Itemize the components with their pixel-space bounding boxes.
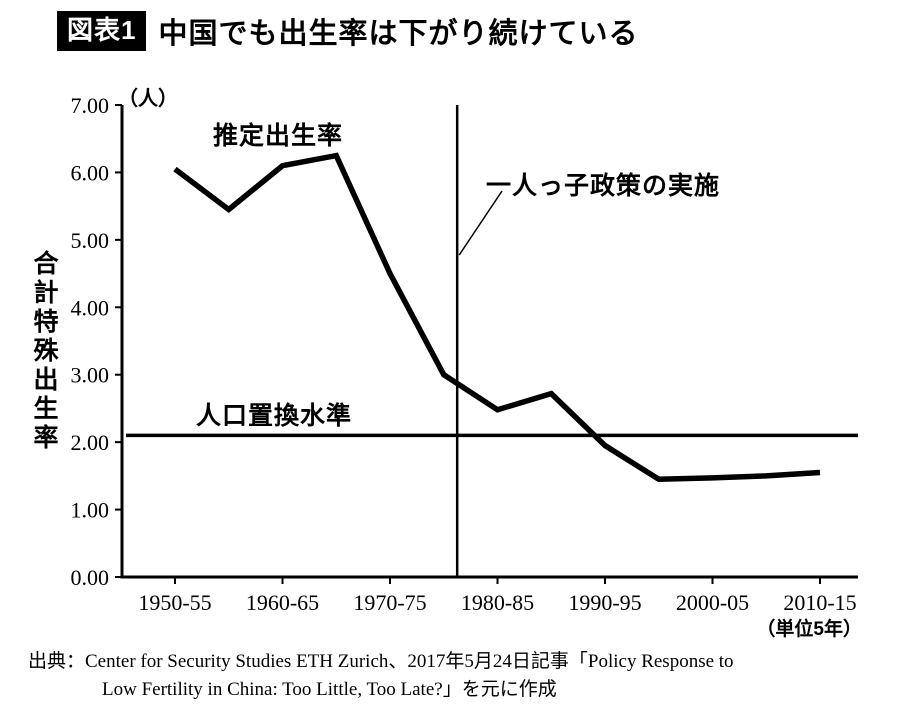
y-tick-label: 5.00	[71, 228, 110, 253]
series-label: 推定出生率	[213, 122, 344, 150]
fertility-rate-series-line	[173, 152, 821, 482]
policy-annotation-pointer-line	[458, 190, 503, 256]
source-line-1: 出典：Center for Security Studies ETH Zuric…	[28, 651, 734, 672]
figure-header: 図表1 中国でも出生率は下がり続けている	[57, 10, 638, 52]
y-axis-title: 合計特殊出生率	[30, 250, 58, 453]
figure-title: 中国でも出生率は下がり続けている	[158, 18, 639, 50]
x-tick-label: 1960-65	[246, 590, 319, 615]
x-tick-label: 1970-75	[353, 590, 426, 615]
y-axis-unit-label: （人）	[118, 88, 178, 110]
x-tick-label: 1950-55	[138, 590, 211, 615]
source-citation: 出典：Center for Security Studies ETH Zuric…	[28, 648, 734, 703]
y-tick-label: 6.00	[71, 160, 110, 185]
fertility-line-chart: 0.00 1.00 2.00 3.00 4.00 5.00 6.00 7.00 1950-55 1…	[71, 93, 858, 615]
x-tick-label: 1980-85	[461, 590, 534, 615]
source-line-2: Low Fertility in China: Too Little, Too …	[102, 678, 557, 700]
x-tick-label: 1990-95	[568, 590, 641, 615]
x-tick-label: 2000-05	[676, 590, 749, 615]
x-axis-unit-note: （単位5年）	[756, 619, 862, 640]
figure-number-badge: 図表1	[57, 11, 147, 51]
y-tick-label: 7.00	[71, 93, 110, 118]
y-tick-label: 1.00	[71, 498, 110, 523]
replacement-level-label: 人口置換水準	[196, 402, 353, 430]
one-child-policy-annotation: 一人っ子政策の実施	[486, 172, 721, 200]
y-tick-label: 2.00	[71, 430, 110, 455]
y-tick-label: 0.00	[71, 565, 110, 590]
y-tick-label: 3.00	[71, 363, 110, 388]
x-tick-label: 2010-15	[783, 590, 856, 615]
y-tick-label: 4.00	[71, 295, 110, 320]
